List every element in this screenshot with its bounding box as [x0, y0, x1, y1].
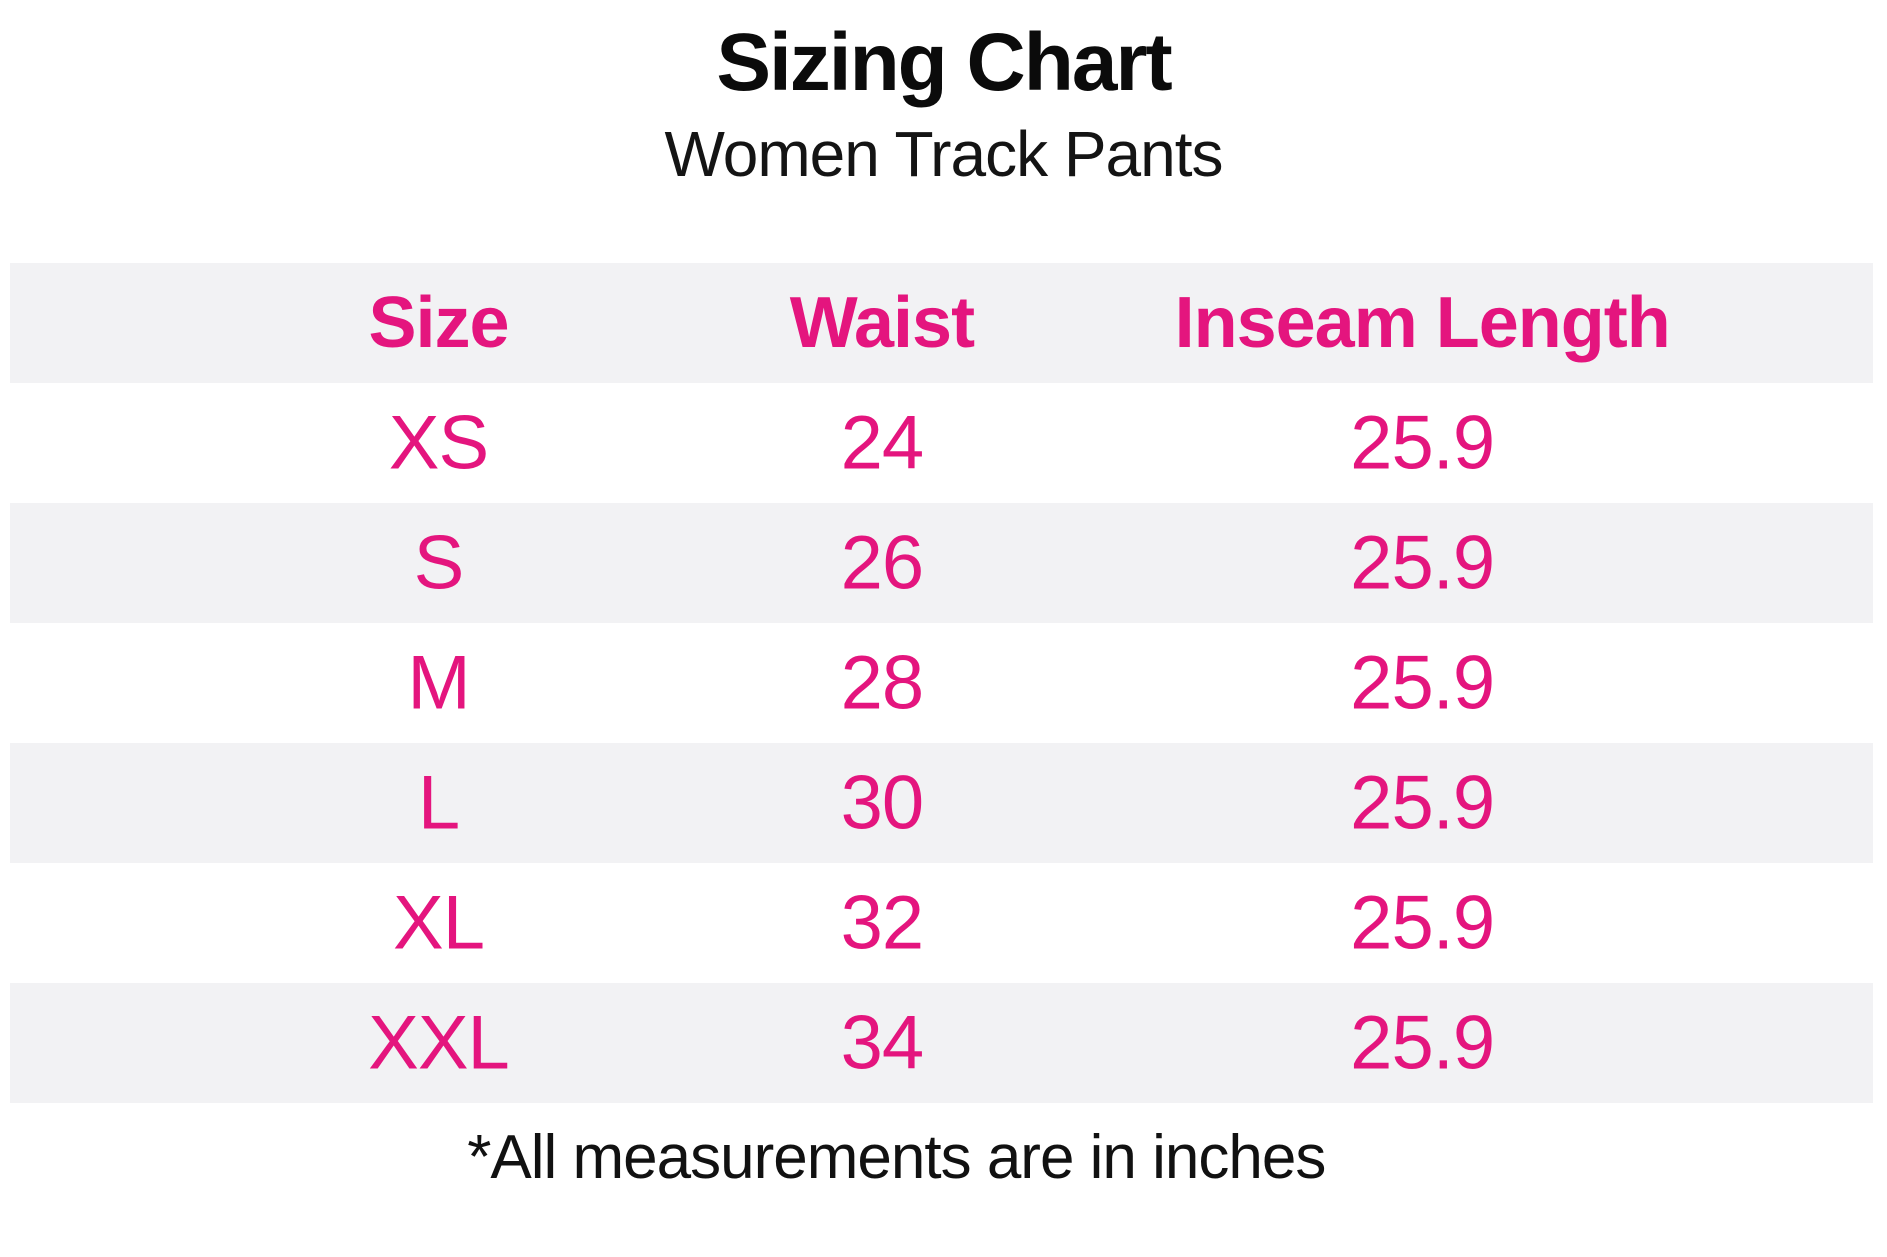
waist-cell: 34	[840, 1000, 925, 1086]
size-cell: M	[407, 640, 470, 726]
table-row-xl: XL 32 25.9	[10, 863, 1873, 983]
size-cell: XXL	[368, 1000, 510, 1086]
inseam-cell: 25.9	[1350, 880, 1495, 966]
inseam-cell: 25.9	[1350, 400, 1495, 486]
column-header-waist: Waist	[789, 283, 975, 363]
measurements-footnote: *All measurements are in inches	[467, 1123, 1326, 1192]
column-header-inseam: Inseam Length	[1174, 283, 1671, 363]
page-subtitle: Women Track Pants	[664, 118, 1223, 190]
inseam-cell: 25.9	[1350, 640, 1495, 726]
table-row-s: S 26 25.9	[10, 503, 1873, 623]
table-row-m: M 28 25.9	[10, 623, 1873, 743]
size-cell: S	[413, 520, 465, 606]
waist-cell: 28	[840, 640, 925, 726]
waist-cell: 24	[840, 400, 925, 486]
page-title: Sizing Chart	[716, 17, 1172, 108]
inseam-cell: 25.9	[1350, 1000, 1495, 1086]
table-row-xxl: XXL 34 25.9	[10, 983, 1873, 1103]
sizing-table: Size Waist Inseam Length XS 24 25.9 S 26…	[10, 263, 1873, 1103]
inseam-cell: 25.9	[1350, 520, 1495, 606]
column-header-size: Size	[368, 283, 509, 363]
size-cell: XS	[388, 400, 489, 486]
inseam-cell: 25.9	[1350, 760, 1495, 846]
waist-cell: 26	[840, 520, 925, 606]
table-row-xs: XS 24 25.9	[10, 383, 1873, 503]
size-cell: XL	[393, 880, 485, 966]
size-cell: L	[417, 760, 460, 846]
table-header-row: Size Waist Inseam Length	[10, 263, 1873, 383]
waist-cell: 32	[840, 880, 925, 966]
table-row-l: L 30 25.9	[10, 743, 1873, 863]
waist-cell: 30	[840, 760, 925, 846]
